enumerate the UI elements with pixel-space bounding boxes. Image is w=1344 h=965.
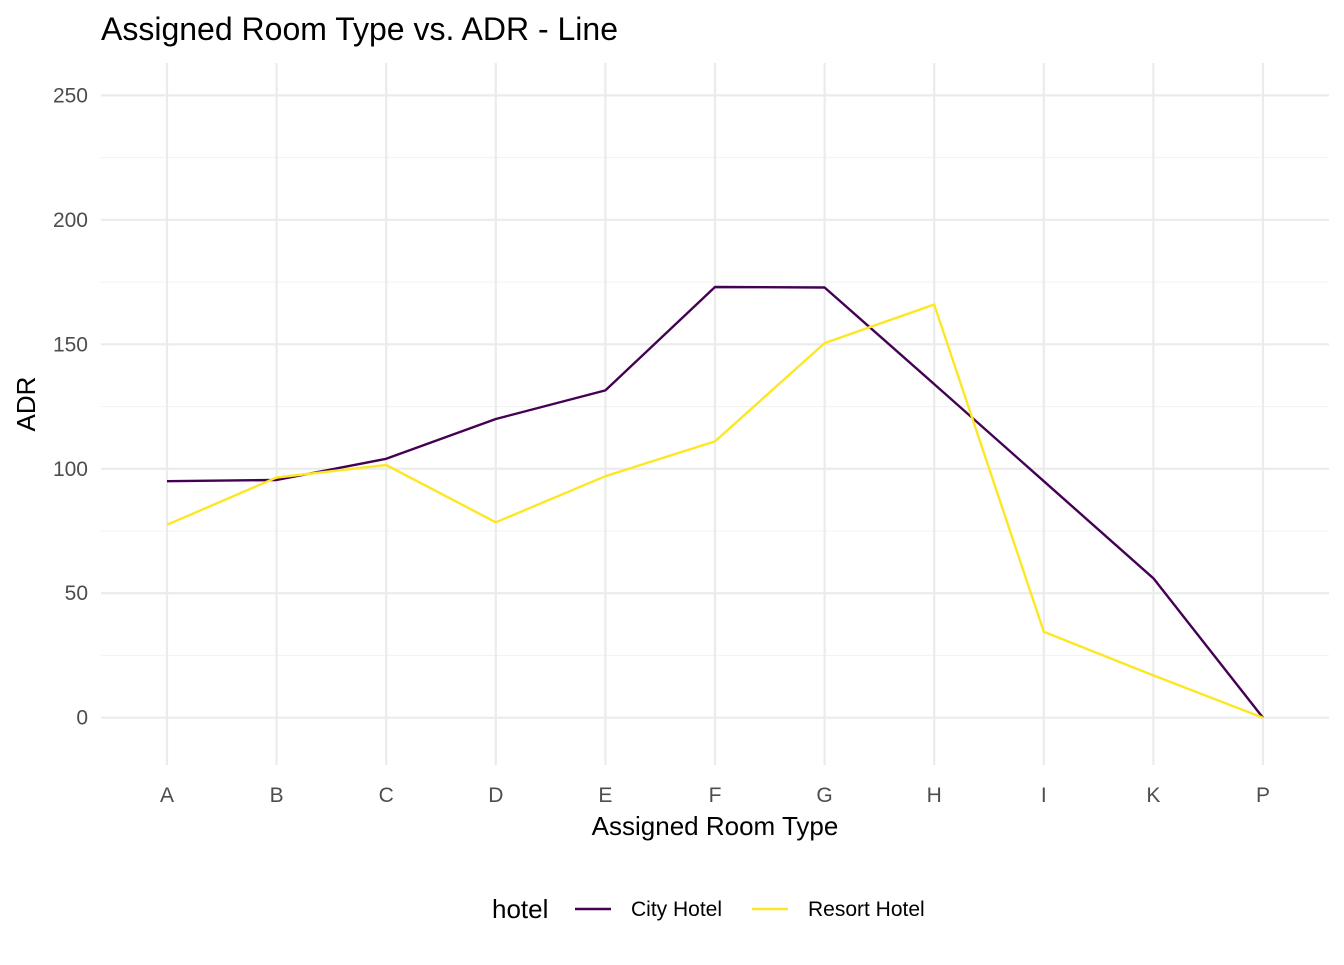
y-axis-title: ADR	[11, 377, 41, 432]
x-axis-title: Assigned Room Type	[592, 811, 839, 841]
legend-items: City Hotel Resort Hotel	[575, 898, 925, 921]
series-line-city-hotel	[166, 285, 1264, 719]
legend-label-city-hotel: City Hotel	[631, 898, 722, 921]
x-tick-label: E	[598, 784, 612, 807]
legend-title: hotel	[492, 894, 548, 924]
x-tick-label: F	[709, 784, 722, 807]
x-tick-label: P	[1256, 784, 1270, 807]
series-line-resort-hotel	[166, 303, 1264, 719]
legend-label-resort-hotel: Resort Hotel	[808, 898, 925, 921]
x-tick-label: I	[1041, 784, 1047, 807]
y-axis-ticks: 0 50 100 150 200 250	[53, 84, 88, 729]
chart-title: Assigned Room Type vs. ADR - Line	[101, 11, 618, 47]
y-tick-label: 100	[53, 458, 88, 481]
grid-lines	[101, 63, 1329, 765]
y-tick-label: 150	[53, 333, 88, 356]
y-tick-label: 50	[65, 582, 88, 605]
y-tick-label: 0	[76, 707, 88, 730]
x-tick-label: A	[160, 784, 174, 807]
x-tick-label: C	[379, 784, 394, 807]
x-tick-label: K	[1146, 784, 1160, 807]
series-lines	[166, 285, 1264, 719]
x-tick-label: G	[816, 784, 832, 807]
x-tick-label: H	[927, 784, 942, 807]
x-tick-label: D	[488, 784, 503, 807]
legend: hotel City Hotel Resort Hotel	[492, 894, 925, 924]
x-tick-label: B	[270, 784, 284, 807]
y-tick-label: 250	[53, 84, 88, 107]
y-tick-label: 200	[53, 209, 88, 232]
